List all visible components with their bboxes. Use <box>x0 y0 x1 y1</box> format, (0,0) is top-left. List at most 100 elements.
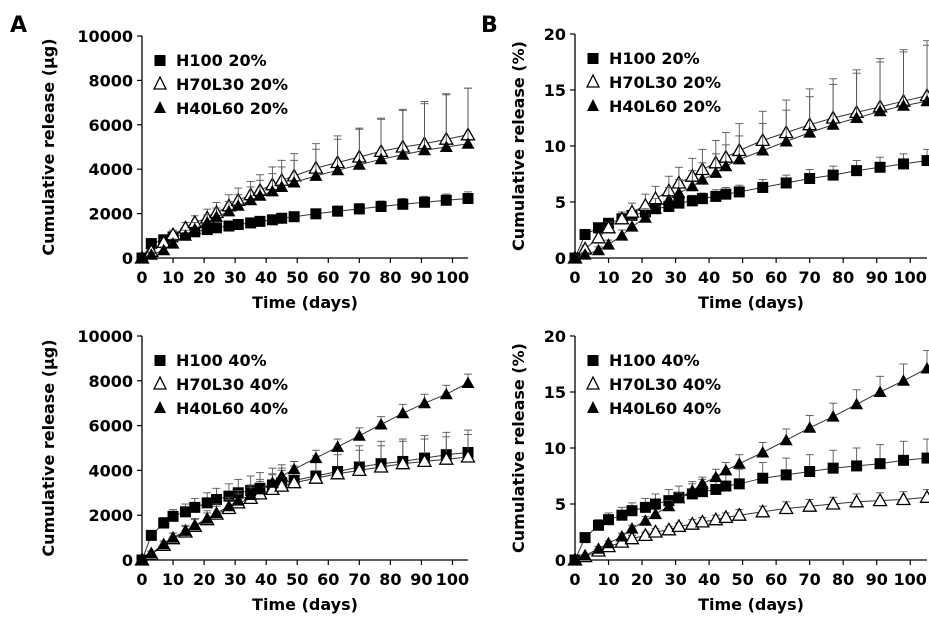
data-point <box>850 111 864 123</box>
data-point <box>352 158 366 170</box>
data-point <box>309 169 323 181</box>
x-tick-label: 20 <box>193 268 215 287</box>
x-tick-label: 100 <box>436 570 469 589</box>
data-point <box>638 211 652 223</box>
data-point <box>780 177 792 189</box>
data-point <box>733 478 745 490</box>
data-point <box>188 222 202 235</box>
data-point <box>695 173 709 185</box>
legend-label: H100 40% <box>176 351 267 370</box>
legend-marker <box>587 401 599 413</box>
series-line <box>574 100 928 259</box>
series-3 <box>568 350 929 565</box>
y-tick-label: 8000 <box>88 71 133 90</box>
data-point <box>438 451 454 465</box>
x-axis-label: Time (days) <box>252 595 358 614</box>
data-point <box>135 553 149 565</box>
data-point <box>757 472 769 484</box>
legend-label: H70L30 40% <box>176 375 288 394</box>
x-tick-label: 50 <box>286 570 308 589</box>
data-point <box>695 477 709 489</box>
data-point <box>639 501 651 513</box>
data-point <box>222 499 236 512</box>
y-tick-label: 2000 <box>88 506 133 525</box>
data-point <box>310 208 322 220</box>
data-point <box>254 215 266 227</box>
x-tick-label: 40 <box>698 570 720 589</box>
data-point <box>616 509 628 521</box>
chart-panel-d: 0 5 10 15 20 0 10 20 30 40 50 60 70 80 90 100 Time (days… <box>509 327 929 614</box>
x-tick-label: 70 <box>799 268 821 287</box>
x-tick-label: 60 <box>765 570 787 589</box>
data-point <box>850 397 864 410</box>
data-point <box>460 449 476 463</box>
data-point <box>872 492 888 507</box>
data-point <box>374 418 388 430</box>
data-point <box>602 536 615 549</box>
data-point <box>718 509 734 524</box>
x-tick-label: 60 <box>317 268 339 287</box>
data-point <box>696 193 708 205</box>
data-point <box>662 193 676 205</box>
data-point <box>579 532 591 544</box>
data-point <box>395 455 411 470</box>
data-point <box>694 514 711 528</box>
x-tick-label: 0 <box>569 268 580 287</box>
legend-label: H40L60 40% <box>609 399 721 418</box>
data-point <box>166 237 180 249</box>
x-tick-label: 100 <box>894 268 927 287</box>
data-point <box>222 204 236 217</box>
y-tick-label: 10 <box>544 439 566 458</box>
y-tick-label: 6000 <box>88 116 133 135</box>
data-point <box>418 143 431 156</box>
legend-marker <box>152 75 168 90</box>
data-point <box>755 503 771 518</box>
x-tick-label: 80 <box>832 570 854 589</box>
y-tick-label: 2000 <box>88 205 133 224</box>
data-point <box>873 385 887 397</box>
data-point <box>673 197 685 209</box>
data-point <box>418 396 431 409</box>
data-point <box>732 457 746 469</box>
x-tick-label: 90 <box>866 268 888 287</box>
x-tick-label: 0 <box>136 570 147 589</box>
legend-marker <box>154 355 166 366</box>
x-tick-label: 100 <box>894 570 927 589</box>
series-3 <box>135 373 475 565</box>
data-point <box>732 152 746 165</box>
series-3 <box>568 44 929 263</box>
x-tick-label: 10 <box>597 570 619 589</box>
data-point <box>919 489 929 503</box>
data-point <box>145 529 157 541</box>
legend-label: H70L30 20% <box>609 73 721 92</box>
x-tick-label: 10 <box>597 268 619 287</box>
y-tick-label: 4000 <box>88 160 133 179</box>
series-3 <box>135 87 475 263</box>
y-tick-label: 6000 <box>88 417 133 436</box>
data-point <box>265 184 279 197</box>
series-2 <box>567 488 929 566</box>
data-point <box>568 251 582 263</box>
y-tick-label: 10000 <box>77 327 133 346</box>
data-point <box>873 104 887 117</box>
y-tick-label: 20 <box>544 327 566 346</box>
data-point <box>686 195 698 207</box>
y-axis-label: Cumulative release (µg) <box>39 38 58 255</box>
data-point <box>592 542 605 554</box>
data-point <box>461 137 475 149</box>
data-point <box>397 198 409 210</box>
data-point <box>419 196 431 208</box>
data-point <box>244 193 258 206</box>
legend-marker <box>154 101 166 113</box>
data-point <box>200 512 214 524</box>
data-point <box>685 179 699 192</box>
x-tick-label: 50 <box>286 268 308 287</box>
x-tick-label: 30 <box>224 570 246 589</box>
y-tick-label: 5 <box>555 495 566 514</box>
data-point <box>710 190 722 202</box>
x-tick-label: 90 <box>410 570 432 589</box>
data-point <box>590 229 607 244</box>
legend: H100 40% H70L30 40% H40L60 40% <box>585 351 721 418</box>
data-point <box>332 205 344 217</box>
x-tick-label: 100 <box>436 268 469 287</box>
